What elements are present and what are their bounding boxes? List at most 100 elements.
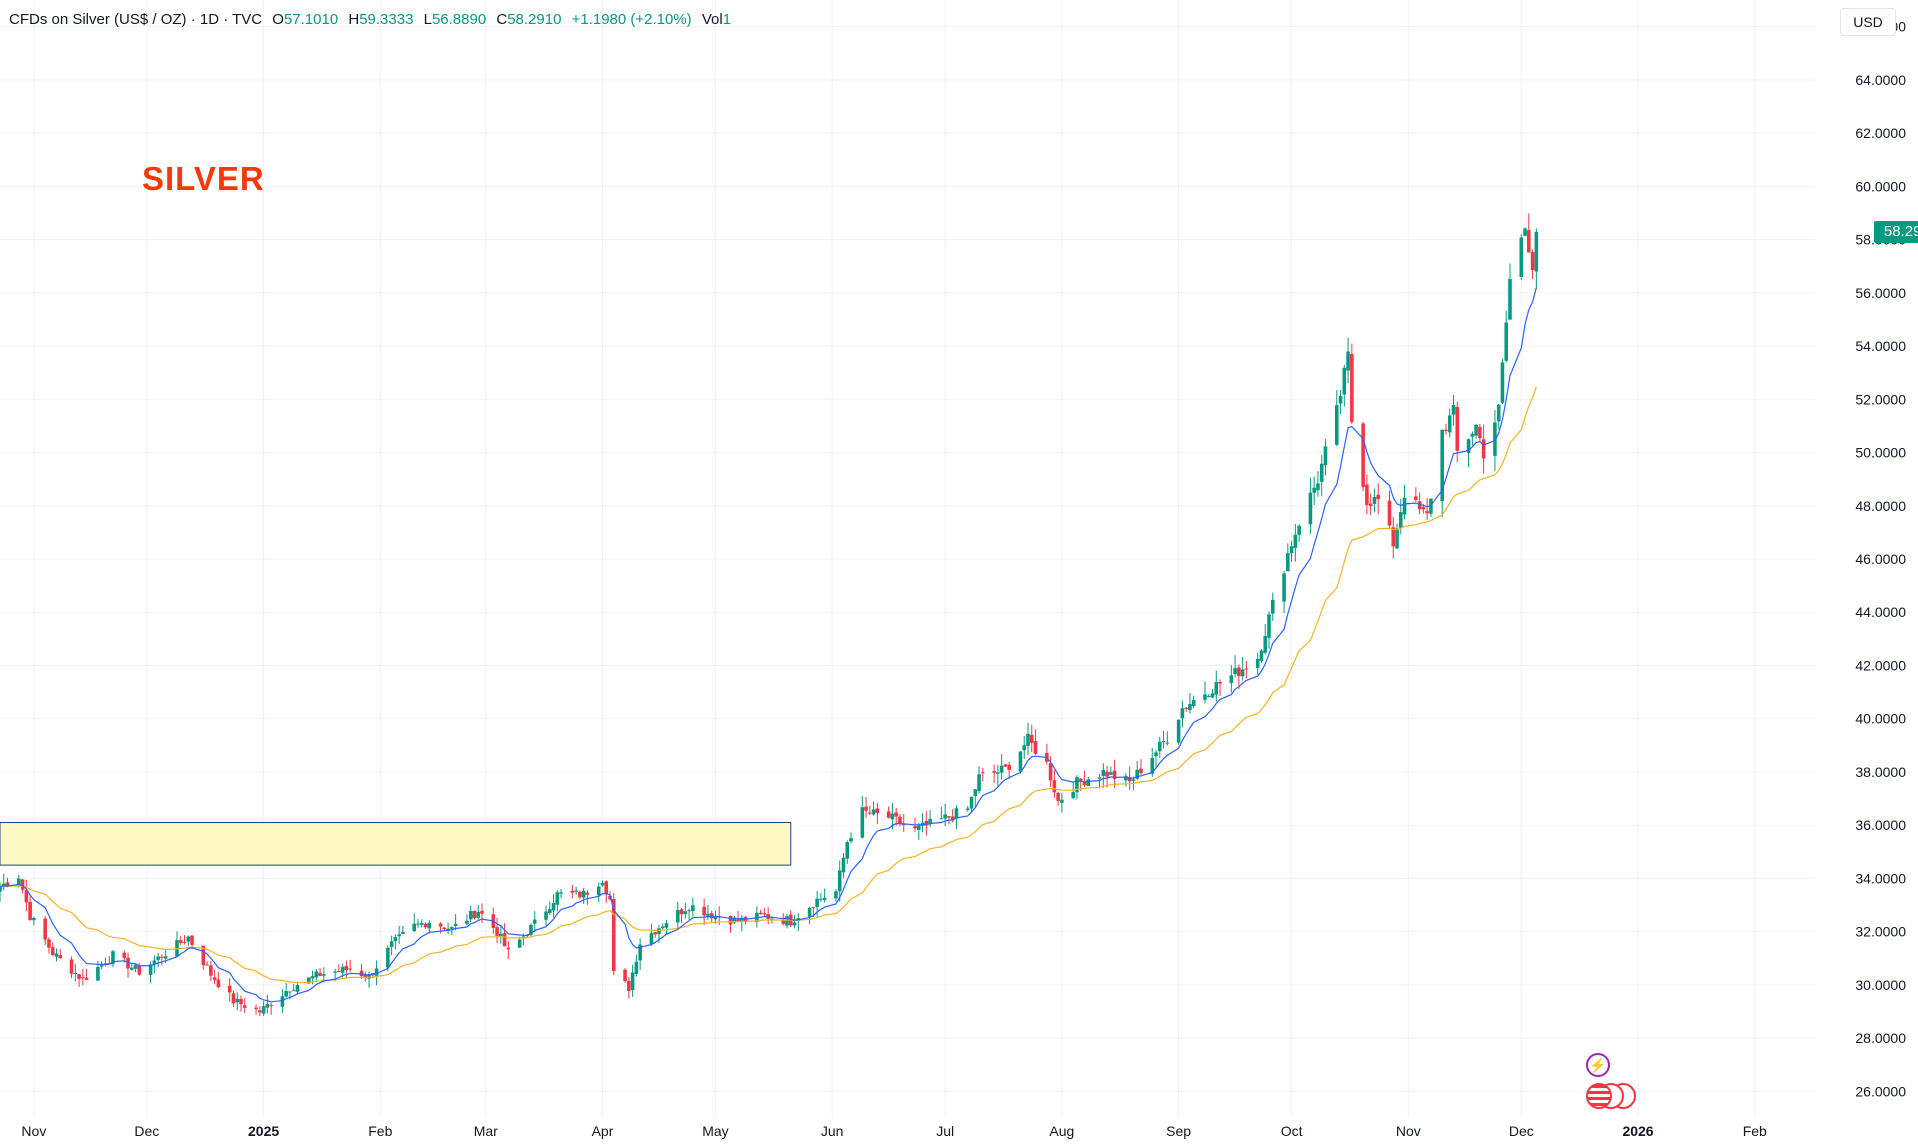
candle-body [600, 882, 605, 886]
candle-body [1218, 682, 1222, 684]
candle [706, 905, 710, 921]
price-tick-label: 60.0000 [1855, 178, 1906, 194]
resistance-zone-box[interactable] [0, 822, 792, 866]
candle-body [517, 939, 522, 948]
price-tick-label: 32.0000 [1855, 924, 1906, 940]
time-tick-label: Sep [1166, 1123, 1191, 1139]
candle [495, 917, 499, 944]
candle-body [1365, 484, 1369, 505]
candle-body [687, 910, 691, 912]
time-tick-label: Aug [1049, 1123, 1074, 1139]
candle [920, 813, 925, 833]
candle-body [1105, 771, 1109, 777]
candle-body [630, 972, 635, 991]
candle-body [1455, 407, 1460, 451]
candle-body [1048, 763, 1053, 781]
low-value: 56.8890 [431, 11, 487, 28]
candle-body [212, 977, 217, 981]
symbol-legend: CFDs on Silver (US$ / OZ) · 1D · TVC O57… [9, 11, 731, 28]
candle-body [1282, 573, 1286, 602]
candle-body [819, 898, 823, 900]
candle [732, 915, 737, 924]
candle [687, 908, 691, 920]
candle-body [81, 977, 85, 979]
candle-body [1395, 528, 1399, 549]
candle-body [1444, 429, 1448, 432]
symbol-name[interactable]: CFDs on Silver (US$ / OZ) · 1D · TVC [9, 11, 263, 28]
candle [133, 963, 138, 972]
candle [1082, 770, 1087, 787]
candle-body [973, 789, 978, 796]
economic-events-flags[interactable] [1586, 1083, 1642, 1111]
candle [1470, 431, 1475, 446]
candle [99, 961, 104, 970]
candle [397, 925, 401, 944]
candle-body [306, 977, 311, 984]
candle-body [1150, 757, 1155, 774]
candle [1334, 390, 1339, 447]
candle [1342, 364, 1347, 407]
candle-body [401, 931, 405, 934]
candle [664, 920, 669, 935]
candle [683, 902, 688, 919]
candle-body [559, 892, 563, 894]
candle [186, 935, 191, 947]
candle-body [359, 970, 364, 977]
candle [77, 973, 81, 987]
candle [1523, 227, 1527, 237]
time-axis[interactable]: Nov Dec 2025 Feb Mar Apr May Jun Jul Aug Sep Oct Nov… [0, 1118, 1918, 1146]
candle-body [265, 1004, 270, 1008]
candle [600, 880, 605, 887]
candle-body [337, 971, 341, 973]
candle-body [981, 772, 985, 774]
candle-body [1127, 777, 1132, 782]
price-axis[interactable]: 26.0000 28.0000 30.0000 32.0000 34.0000 36.00… [1815, 0, 1918, 1146]
candle-body [950, 816, 955, 821]
candle [1308, 477, 1313, 534]
candle [265, 994, 270, 1014]
volume-value: 1 [722, 11, 732, 28]
candle [871, 801, 876, 816]
candle [939, 806, 944, 820]
candle [860, 796, 865, 839]
candle [1203, 681, 1207, 704]
candle-body [1022, 745, 1027, 751]
candle [506, 941, 511, 960]
candle-body [871, 809, 876, 815]
price-tick-label: 34.0000 [1855, 870, 1906, 886]
candle-body [363, 975, 368, 978]
candle [216, 972, 221, 988]
candle-body [340, 966, 345, 973]
candle-body [683, 911, 688, 915]
candle-body [1, 883, 6, 886]
time-tick-label: Jun [821, 1123, 844, 1139]
candle [547, 901, 552, 915]
candle [702, 898, 706, 926]
candle [792, 914, 797, 929]
candle-body [676, 909, 680, 923]
candle [1500, 359, 1505, 405]
candle [1316, 471, 1320, 497]
candle-body [1429, 498, 1433, 514]
time-tick-label: May [702, 1123, 728, 1139]
candle [623, 968, 627, 983]
candle-body [1154, 752, 1158, 757]
chart-annotation-text[interactable]: SILVER [142, 160, 265, 197]
candle [386, 945, 390, 972]
candle [1229, 665, 1234, 693]
candle-body [664, 923, 669, 928]
candle-body [898, 816, 902, 824]
candle [1045, 743, 1049, 765]
candle-body [1293, 534, 1298, 548]
candle-body [728, 915, 733, 925]
candle-body [126, 957, 130, 969]
candle-body [186, 936, 191, 942]
candle-body [1078, 778, 1083, 781]
candle [419, 919, 424, 928]
candle-body [660, 926, 665, 929]
candle-body [47, 939, 51, 948]
price-tick-label: 64.0000 [1855, 72, 1906, 88]
currency-button[interactable]: USD [1840, 8, 1896, 36]
lightning-icon[interactable]: ⚡ [1586, 1053, 1610, 1077]
